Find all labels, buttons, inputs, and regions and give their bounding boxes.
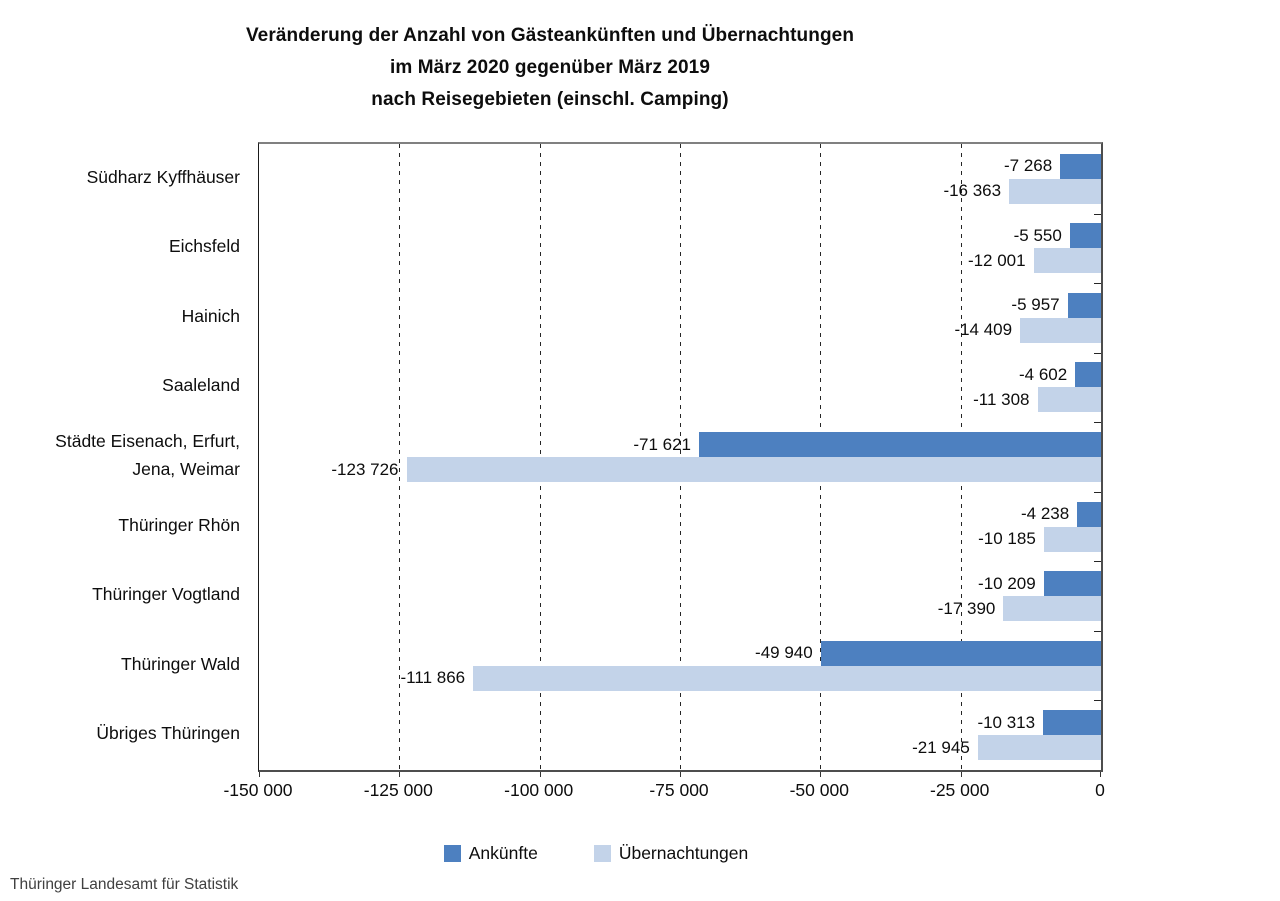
bar-übernachtungen-8 xyxy=(473,665,1101,691)
plot-area: -7 268 -5 550 -5 957 -4 602 -71 621 -4 238 -10… xyxy=(258,142,1103,777)
category-axis: Südharz Kyffhäuser Eichsfeld Hainich Saalel… xyxy=(0,142,240,768)
value-axis-label: -125 000 xyxy=(363,780,433,800)
bar-value-label: -123 726 xyxy=(331,459,399,479)
bar-ankünfte-9 xyxy=(1043,710,1101,736)
bar-übernachtungen-5 xyxy=(406,457,1101,482)
category-boundary-tick xyxy=(1094,630,1101,632)
axis-tick-0 xyxy=(1100,772,1101,777)
bar-value-label: -21 945 xyxy=(912,737,970,757)
gridline--125 000 xyxy=(399,144,401,770)
bar-ankünfte-2 xyxy=(1069,223,1101,249)
category-boundary-tick xyxy=(1094,213,1101,215)
category-label: Thüringer Vogtland xyxy=(92,584,240,605)
bar-value-label: -71 621 xyxy=(633,434,691,454)
category-label: Thüringer Rhön xyxy=(118,514,240,535)
category-label: Städte Eisenach, Erfurt, Jena, Weimar xyxy=(55,431,240,479)
bar-value-label: -11 308 xyxy=(973,389,1030,409)
bar-übernachtungen-2 xyxy=(1033,248,1101,274)
bar-übernachtungen-7 xyxy=(1003,596,1101,622)
bar-value-label: -12 001 xyxy=(967,250,1026,270)
chart-title-line-1: Veränderung der Anzahl von Gästeankünfte… xyxy=(245,25,855,46)
category-label: Südharz Kyffhäuser xyxy=(86,166,240,187)
bar-übernachtungen-6 xyxy=(1043,526,1101,552)
category-label: Übriges Thüringen xyxy=(96,723,240,744)
bar-ankünfte-6 xyxy=(1077,501,1101,527)
legend-label-uebernachtungen: Übernachtungen xyxy=(618,843,749,863)
legend-entry-ankuenfte: Ankünfte xyxy=(443,843,538,864)
category-label: Saaleland xyxy=(162,375,240,396)
bar-value-label: -16 363 xyxy=(943,181,1002,201)
legend-swatch-uebernachtungen-icon xyxy=(593,845,611,862)
bar-ankünfte-8 xyxy=(820,640,1101,666)
category-label: Hainich xyxy=(181,305,240,326)
bar-value-label: -10 185 xyxy=(978,529,1036,549)
category-boundary-tick xyxy=(1094,491,1101,493)
bar-ankünfte-3 xyxy=(1067,292,1101,318)
bar-übernachtungen-3 xyxy=(1020,317,1101,343)
value-axis-label: -150 000 xyxy=(223,780,293,800)
value-axis-label: -25 000 xyxy=(930,780,990,800)
value-axis-label: 0 xyxy=(1095,780,1105,800)
value-axis-label: -50 000 xyxy=(789,780,849,800)
bar-value-label: -10 313 xyxy=(977,712,1036,732)
legend: Ankünfte Übernachtungen xyxy=(0,843,1192,864)
category-label: Thüringer Wald xyxy=(121,653,240,674)
chart-title: Veränderung der Anzahl von Gästeankünfte… xyxy=(0,20,1100,116)
axis-tick--125 000 xyxy=(399,772,401,777)
bar-ankünfte-7 xyxy=(1043,571,1101,597)
source-credit: Thüringer Landesamt für Statistik xyxy=(10,876,239,893)
bar-übernachtungen-9 xyxy=(977,735,1101,761)
bar-value-label: -7 268 xyxy=(1004,156,1053,176)
bar-ankünfte-4 xyxy=(1075,362,1101,388)
bar-ankünfte-5 xyxy=(699,432,1101,457)
bar-value-label: -17 390 xyxy=(937,598,996,618)
axis-tick--50 000 xyxy=(820,772,822,777)
legend-swatch-ankuenfte-icon xyxy=(443,845,461,862)
chart-title-line-2: im März 2020 gegenüber März 2019 xyxy=(389,57,710,78)
category-boundary-tick xyxy=(1094,422,1101,424)
bar-ankünfte-1 xyxy=(1060,153,1101,179)
category-boundary-tick xyxy=(1094,283,1101,285)
bar-value-label: -111 866 xyxy=(400,668,466,688)
category-boundary-tick xyxy=(1094,700,1101,702)
bar-value-label: -5 957 xyxy=(1011,295,1060,315)
legend-label-ankuenfte: Ankünfte xyxy=(468,843,538,863)
axis-tick--100 000 xyxy=(539,772,541,777)
bar-value-label: -10 209 xyxy=(978,573,1036,593)
legend-entry-uebernachtungen: Übernachtungen xyxy=(593,843,749,864)
bar-übernachtungen-1 xyxy=(1009,178,1101,204)
category-boundary-tick xyxy=(1094,561,1101,563)
bar-value-label: -4 602 xyxy=(1019,364,1068,384)
chart-title-line-3: nach Reisegebieten (einschl. Camping) xyxy=(371,89,729,110)
axis-tick--25 000 xyxy=(960,772,962,777)
category-boundary-tick xyxy=(1094,352,1101,354)
bar-value-label: -49 940 xyxy=(755,643,813,663)
value-axis-label: -100 000 xyxy=(504,780,574,800)
value-axis-label: -75 000 xyxy=(649,780,709,800)
bar-value-label: -5 550 xyxy=(1013,225,1062,245)
category-label: Eichsfeld xyxy=(168,236,240,257)
bar-übernachtungen-4 xyxy=(1037,387,1101,413)
bar-value-label: -14 409 xyxy=(954,320,1013,340)
axis-tick--150 000 xyxy=(259,772,260,777)
axis-tick--75 000 xyxy=(680,772,681,777)
bar-value-label: -4 238 xyxy=(1021,504,1070,524)
value-axis: -150 000 -125 000 -100 000 -75 000 -50 000 -2… xyxy=(223,780,1104,806)
